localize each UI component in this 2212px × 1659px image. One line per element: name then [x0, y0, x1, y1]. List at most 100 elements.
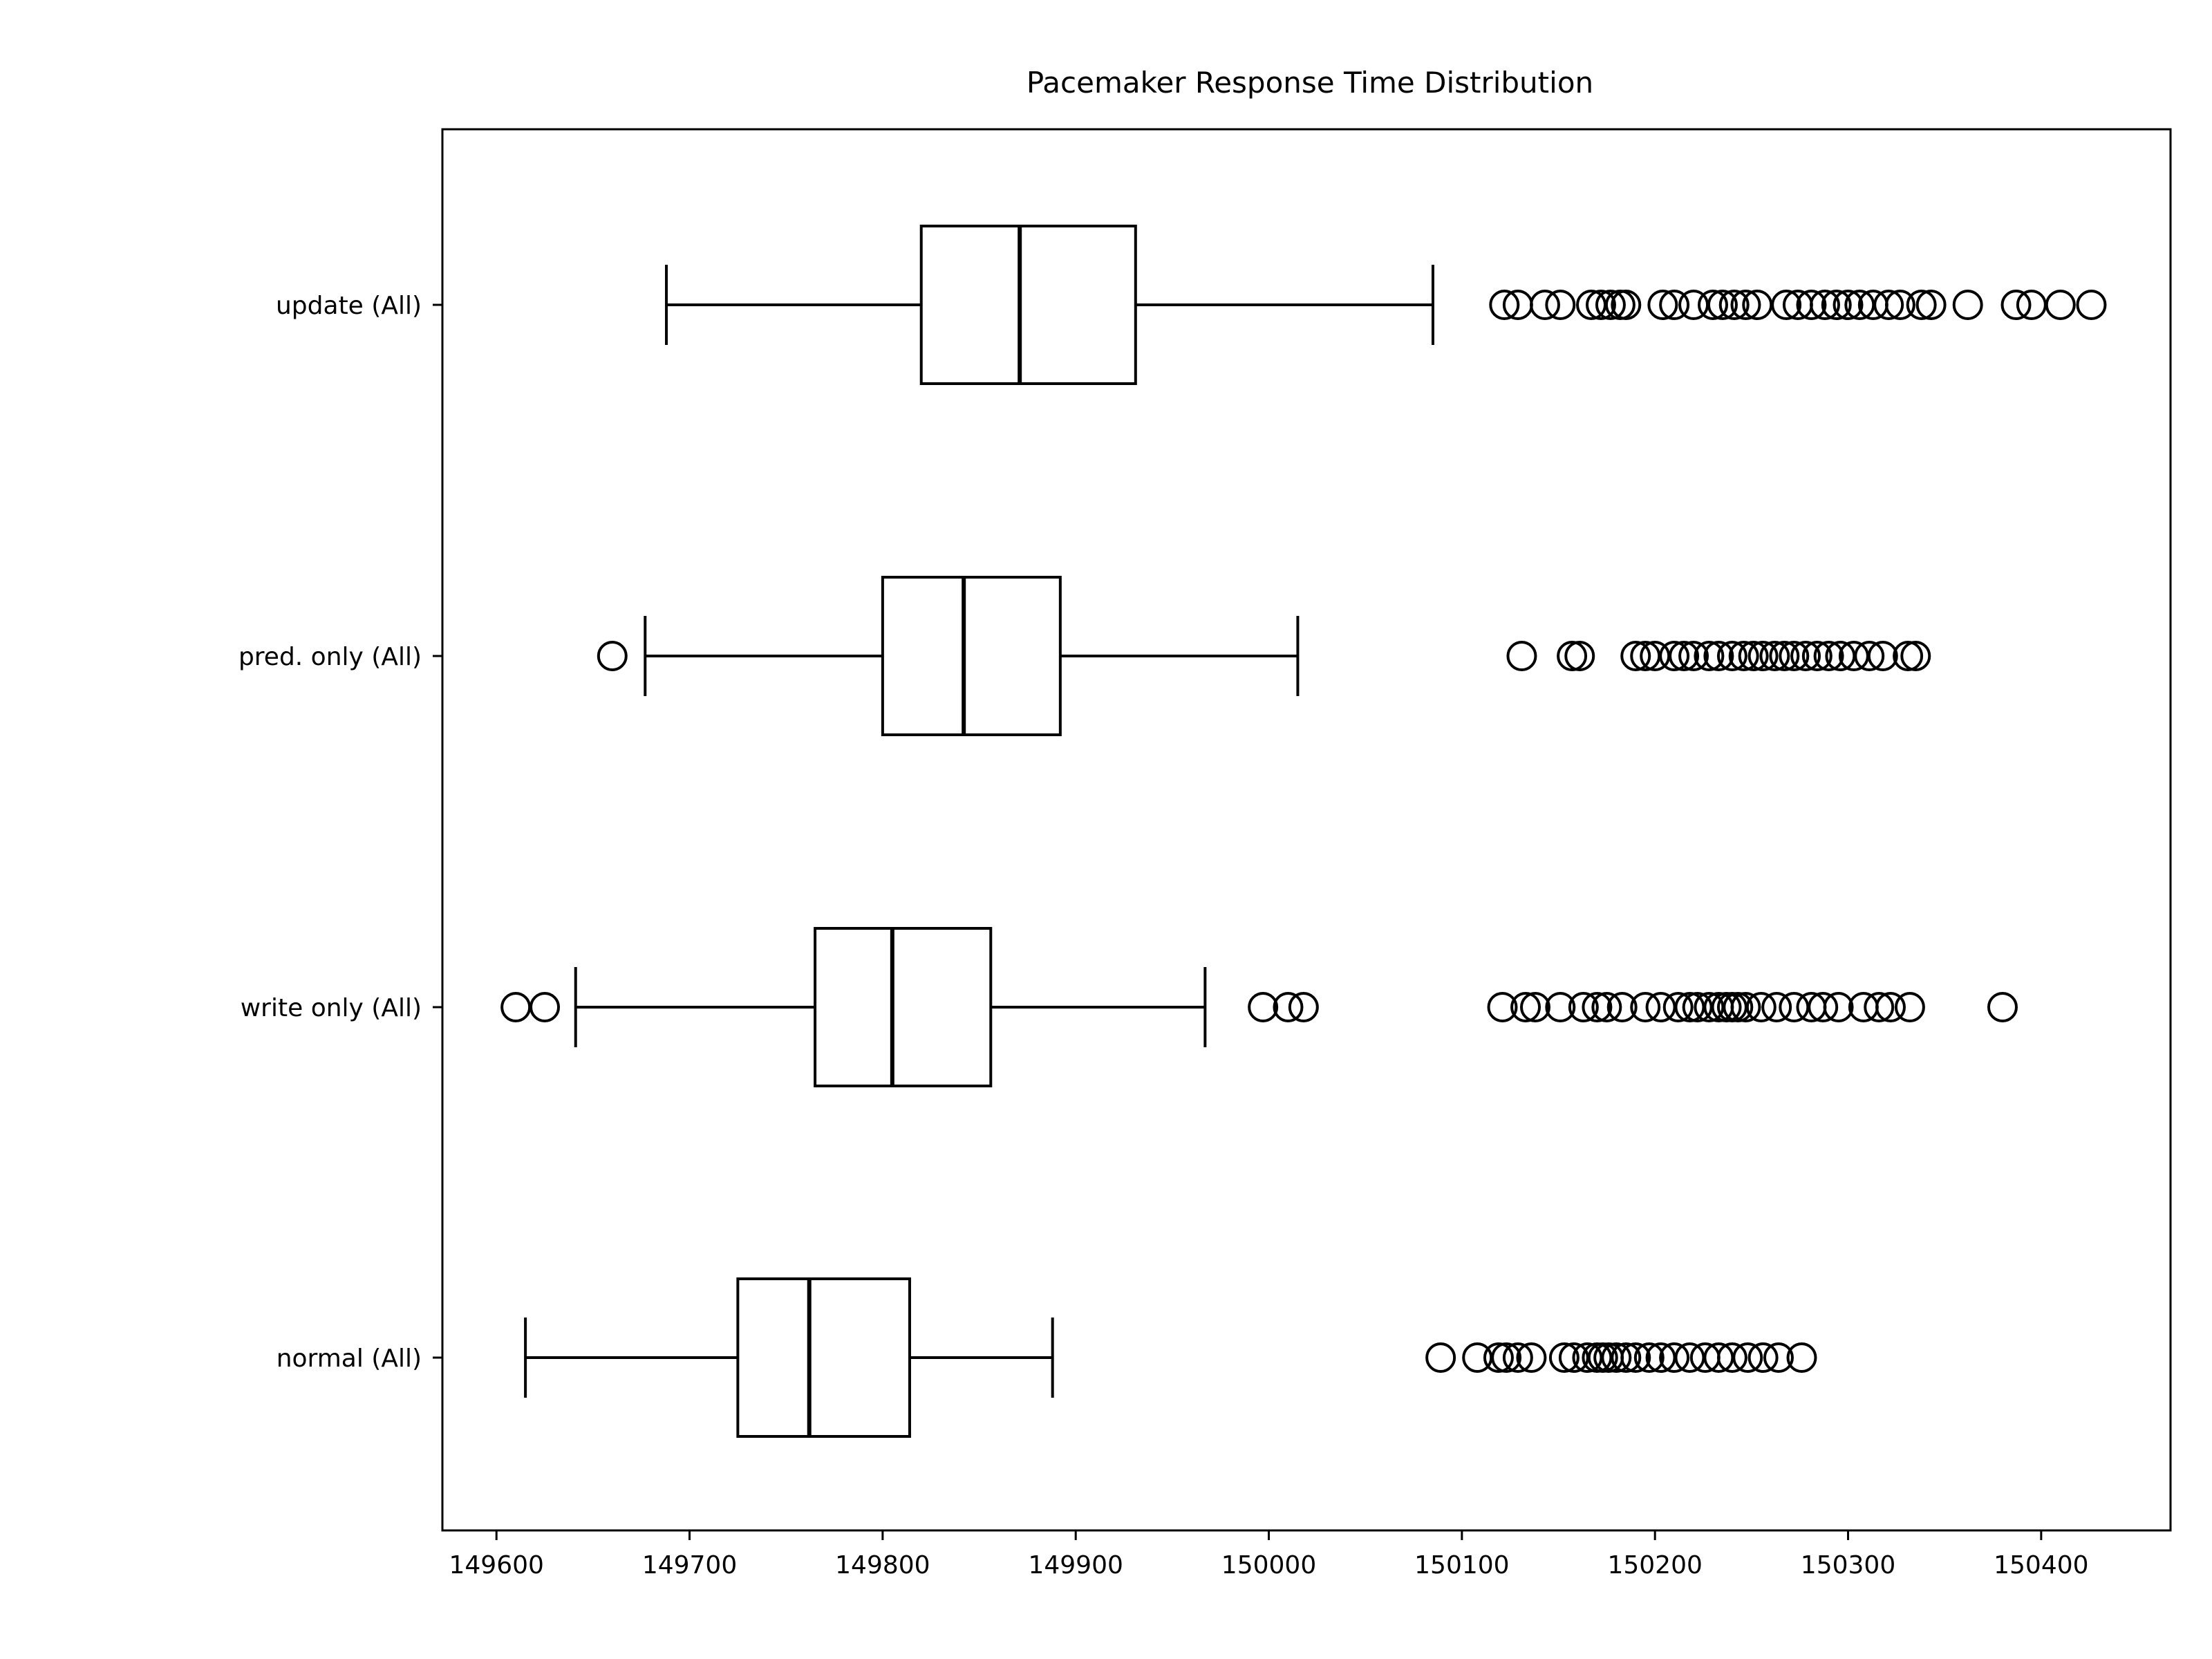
outlier-point [1611, 1342, 1642, 1373]
outlier-point [1659, 290, 1690, 320]
box-2 [500, 927, 2018, 1087]
outlier-point [1873, 290, 1904, 320]
outlier-point [1545, 992, 1576, 1022]
outlier-point [1833, 290, 1864, 320]
outlier-point [1564, 641, 1595, 671]
x-tick-label: 149600 [449, 1551, 543, 1580]
outlier-point [1703, 641, 1734, 671]
outlier-point [1582, 992, 1613, 1022]
category-label: update (All) [276, 292, 422, 320]
outlier-point [1620, 641, 1651, 671]
outlier-point [1763, 1342, 1794, 1373]
iqr-box [814, 927, 993, 1087]
outlier-point [1630, 992, 1661, 1022]
outlier-point [1520, 992, 1551, 1022]
outlier-point [1694, 641, 1725, 671]
outlier-point [2045, 290, 2076, 320]
outlier-point [1738, 641, 1769, 671]
outlier-point [1745, 992, 1777, 1022]
outlier-point [1548, 1342, 1580, 1373]
outlier-point [1716, 641, 1747, 671]
outlier-point [1674, 1342, 1705, 1373]
x-tick-label: 150000 [1221, 1551, 1316, 1580]
outlier-point [2000, 290, 2032, 320]
outlier-point [1915, 290, 1947, 320]
outlier-point [1906, 290, 1937, 320]
outlier-point [1728, 641, 1759, 671]
outlier-point [1884, 290, 1915, 320]
outlier-point [1730, 290, 1761, 320]
outlier-point [1813, 641, 1844, 671]
x-axis: 149600 149700 149800 149900 150000 150100 1502… [449, 1530, 2089, 1580]
x-tick-label: 150200 [1607, 1551, 1702, 1580]
outlier-point [1595, 290, 1626, 320]
outlier-point [1900, 641, 1931, 671]
outlier-point [1769, 641, 1800, 671]
outlier-point [1506, 641, 1537, 671]
outlier-point [1810, 290, 1840, 320]
outlier-point [1848, 992, 1879, 1022]
outlier-point [1601, 1342, 1632, 1373]
outlier-point [1678, 641, 1709, 671]
outlier-point [1516, 1342, 1547, 1373]
outlier-point [1620, 1342, 1651, 1373]
axes-frame [441, 128, 2172, 1532]
outlier-point [1716, 1342, 1747, 1373]
outlier-point [1723, 992, 1754, 1022]
outlier-point [1529, 290, 1560, 320]
outlier-point [1568, 992, 1599, 1022]
outlier-point [1894, 992, 1925, 1022]
outlier-point [1697, 290, 1728, 320]
outlier-point [1288, 992, 1319, 1022]
outlier-point [1510, 992, 1541, 1022]
outlier-point [529, 992, 561, 1022]
x-tick-label: 150300 [1801, 1551, 1895, 1580]
x-tick-label: 150100 [1414, 1551, 1509, 1580]
outlier-point [1747, 641, 1779, 671]
outlier-point [597, 641, 628, 671]
outlier-point [1801, 641, 1833, 671]
outlier-point [1591, 992, 1622, 1022]
outlier-point [1633, 1342, 1665, 1373]
outlier-point [1489, 290, 1520, 320]
outlier-point [1502, 1342, 1533, 1373]
outlier-point [1864, 992, 1895, 1022]
outlier-point [2016, 290, 2047, 320]
category-label: normal (All) [276, 1344, 422, 1373]
iqr-box [919, 225, 1137, 385]
outlier-point [1585, 290, 1616, 320]
box-4 [665, 225, 2107, 385]
outlier-point [1659, 1342, 1690, 1373]
category-label: pred. only (All) [238, 643, 422, 671]
outlier-point [1808, 992, 1839, 1022]
outlier-point [1759, 641, 1790, 671]
category-label: write only (All) [241, 994, 422, 1022]
outlier-point [1645, 992, 1676, 1022]
outlier-point [1611, 290, 1642, 320]
outlier-point [1669, 641, 1700, 671]
outlier-point [1662, 992, 1694, 1022]
outlier-point [1491, 1342, 1522, 1373]
outlier-point [1779, 992, 1810, 1022]
outlier-point [1425, 1342, 1456, 1373]
outlier-point [1732, 1342, 1763, 1373]
outlier-point [1796, 290, 1827, 320]
outlier-point [1875, 992, 1906, 1022]
outlier-point [1952, 290, 1983, 320]
outlier-point [1823, 992, 1854, 1022]
outlier-point [1786, 1342, 1817, 1373]
outlier-point [1487, 992, 1518, 1022]
outlier-point [1867, 641, 1898, 671]
outlier-point [1779, 641, 1810, 671]
y-axis: normal (All) write only (All) pred. only (… [238, 292, 442, 1373]
outlier-point [1893, 641, 1924, 671]
outlier-point [500, 992, 532, 1022]
outlier-point [1483, 1342, 1514, 1373]
outlier-point [1659, 641, 1690, 671]
outlier-point [1718, 290, 1750, 320]
outlier-point [1747, 1342, 1779, 1373]
outlier-point [2076, 290, 2107, 320]
outlier-point [1545, 290, 1576, 320]
x-tick-label: 150400 [1994, 1551, 2088, 1580]
outlier-point [1790, 641, 1821, 671]
